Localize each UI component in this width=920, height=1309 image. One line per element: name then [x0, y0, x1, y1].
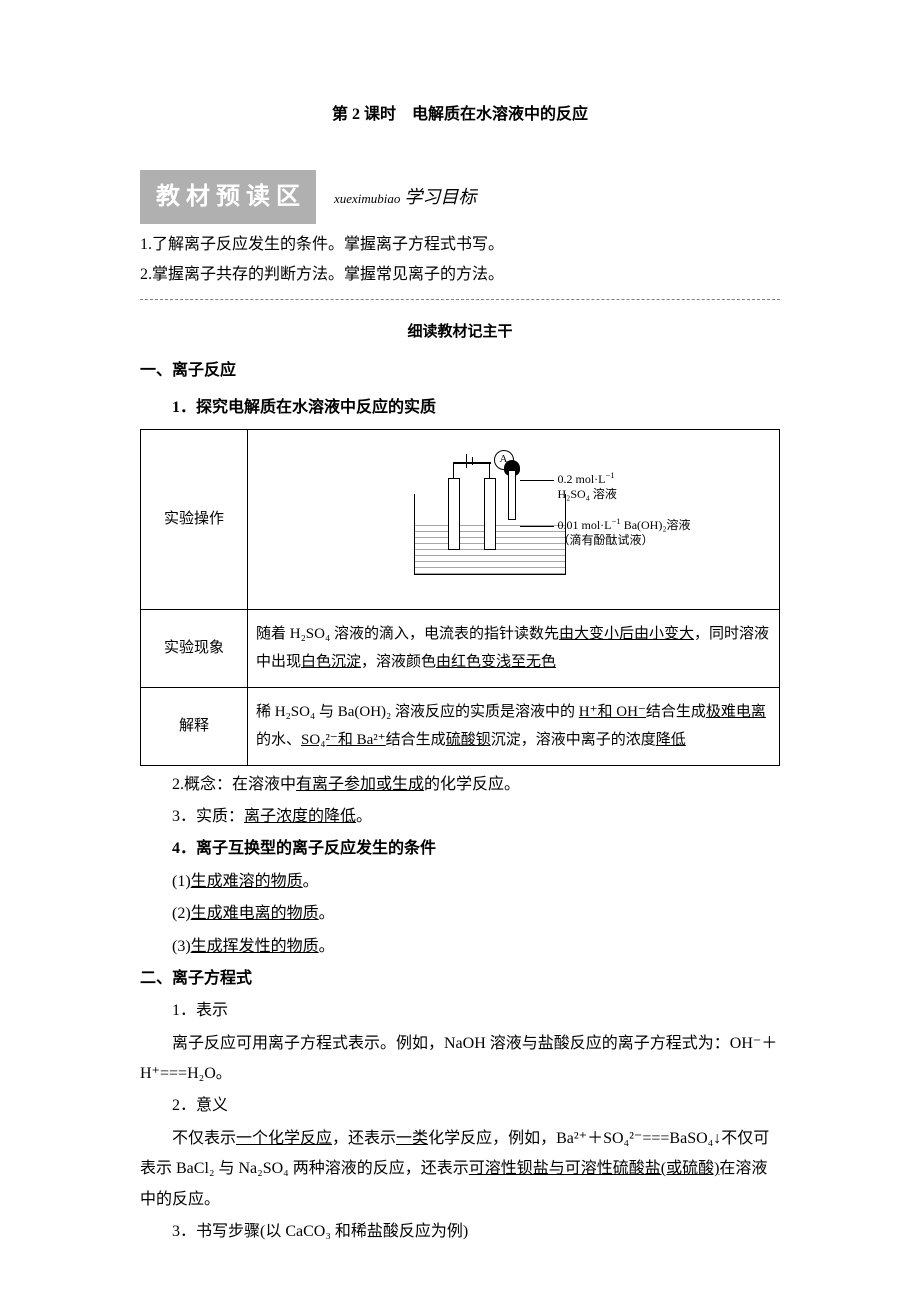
section-subtitle: 细读教材记主干 [140, 318, 780, 347]
divider [140, 299, 780, 300]
goal-2: 2.掌握离子共存的判断方法。掌握常见离子的方法。 [140, 260, 780, 290]
goal-1: 1.了解离子反应发生的条件。掌握离子方程式书写。 [140, 230, 780, 260]
sec2-2-h: 2．意义 [140, 1091, 780, 1121]
row3-content: 稀 H₂SO₄ 与 Ba(OH)₂ 溶液反应的实质是溶液中的 H⁺和 OH⁻结合… [248, 687, 780, 765]
row3-label: 解释 [141, 687, 248, 765]
sec1-2: 2.概念：在溶液中有离子参加或生成的化学反应。 [140, 770, 780, 800]
section-2-title: 二、离子方程式 [140, 964, 780, 994]
row1-label: 实验操作 [141, 430, 248, 610]
cond-3: (3)生成挥发性的物质。 [140, 932, 780, 962]
sec1-1: 1．探究电解质在水溶液中反应的实质 [140, 393, 780, 423]
learning-goals: 1.了解离子反应发生的条件。掌握离子方程式书写。 2.掌握离子共存的判断方法。掌… [140, 230, 780, 291]
annotation-2: 0.01 mol·L−1 Ba(OH)₂溶液 （滴有酚酞试液） [558, 516, 708, 548]
table-row: 解释 稀 H₂SO₄ 与 Ba(OH)₂ 溶液反应的实质是溶液中的 H⁺和 OH… [141, 687, 780, 765]
sec2-1-body: 离子反应可用离子方程式表示。例如，NaOH 溶液与盐酸反应的离子方程式为：OH⁻… [140, 1029, 780, 1090]
lesson-title: 第 2 课时 电解质在水溶液中的反应 [140, 100, 780, 130]
header-label: 学习目标 [404, 187, 476, 207]
annotation-1: 0.2 mol·L−1 H₂SO₄ 溶液 [558, 470, 688, 502]
header-block: 教材预读区 xueximubiao 学习目标 [140, 170, 780, 224]
table-row: 实验现象 随着 H₂SO₄ 溶液的滴入，电流表的指针读数先由大变小后由小变大，同… [141, 609, 780, 687]
electrode-icon [448, 478, 460, 550]
cond-2: (2)生成难电离的物质。 [140, 899, 780, 929]
dropper-icon [508, 470, 516, 520]
header-badge: 教材预读区 [140, 170, 316, 224]
sec1-3: 3．实质：离子浓度的降低。 [140, 802, 780, 832]
electrode-icon [484, 478, 496, 550]
row2-label: 实验现象 [141, 609, 248, 687]
table-row: 实验操作 A 0.2 mol·L−1 [141, 430, 780, 610]
sec1-4: 4．离子互换型的离子反应发生的条件 [140, 834, 780, 864]
experiment-table: 实验操作 A 0.2 mol·L−1 [140, 429, 780, 766]
cond-1: (1)生成难溶的物质。 [140, 867, 780, 897]
header-subtitle: xueximubiao 学习目标 [334, 180, 476, 214]
diagram-cell: A 0.2 mol·L−1 H₂SO₄ 溶液 0.01 mol·L−1 Ba(O… [248, 430, 780, 610]
row2-content: 随着 H₂SO₄ 溶液的滴入，电流表的指针读数先由大变小后由小变大，同时溶液中出… [248, 609, 780, 687]
sec2-1-h: 1．表示 [140, 996, 780, 1026]
sec2-2-body: 不仅表示一个化学反应，还表示一类化学反应，例如，Ba²⁺＋SO₄²⁻===BaS… [140, 1124, 780, 1215]
sec2-3: 3．书写步骤(以 CaCO₃ 和稀盐酸反应为例) [140, 1217, 780, 1247]
header-pinyin: xueximubiao [334, 191, 400, 206]
apparatus-diagram: A 0.2 mol·L−1 H₂SO₄ 溶液 0.01 mol·L−1 Ba(O… [344, 444, 684, 584]
section-1-title: 一、离子反应 [140, 356, 780, 386]
